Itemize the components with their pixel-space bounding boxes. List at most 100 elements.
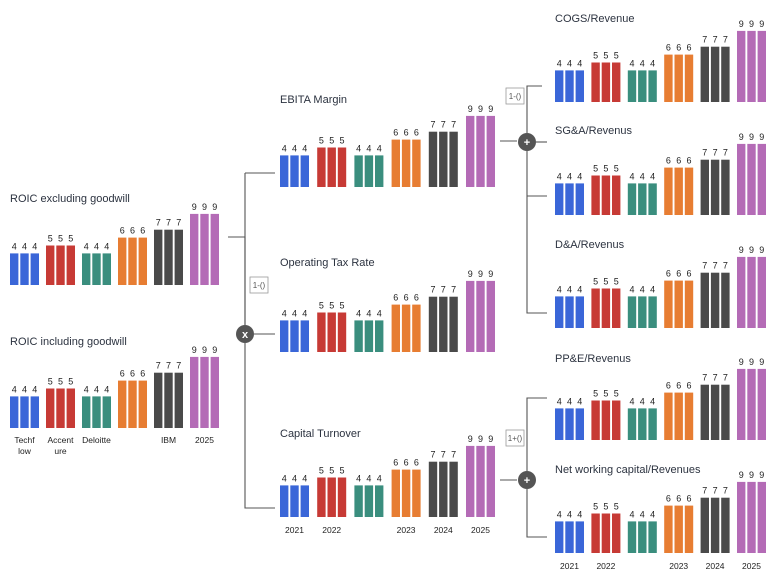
data-label: 9 bbox=[749, 245, 754, 255]
data-label: 5 bbox=[593, 277, 598, 287]
bar-1-2 bbox=[565, 408, 574, 440]
x-tick-label: 2021 bbox=[285, 525, 304, 535]
x-tick-label: Techf low bbox=[14, 435, 35, 456]
bar-5-1 bbox=[700, 384, 709, 440]
data-label: 4 bbox=[22, 384, 27, 394]
bar-5-1 bbox=[700, 497, 709, 553]
data-label: 5 bbox=[319, 301, 324, 311]
bar-4-2 bbox=[401, 304, 411, 352]
bar-2-2 bbox=[327, 312, 336, 352]
data-label: 7 bbox=[713, 35, 718, 45]
bar-6-1 bbox=[737, 143, 746, 215]
bar-4-1 bbox=[664, 167, 673, 215]
bar-5-3 bbox=[721, 497, 730, 553]
x-tick-label: 2021 bbox=[560, 561, 579, 571]
data-label: 6 bbox=[666, 494, 671, 504]
data-label: 4 bbox=[629, 509, 634, 519]
plus-operator-top: + bbox=[518, 133, 536, 151]
data-label: 4 bbox=[557, 509, 562, 519]
bar-5-1 bbox=[700, 272, 709, 328]
one-minus-operator-left: 1-() bbox=[249, 276, 269, 294]
data-label: 5 bbox=[48, 377, 53, 387]
bar-6-2 bbox=[747, 256, 756, 328]
data-label: 6 bbox=[130, 226, 135, 236]
bar-4-1 bbox=[391, 139, 400, 187]
data-label: 7 bbox=[723, 261, 728, 271]
bar-3-3 bbox=[375, 485, 384, 517]
x-tick-label: 2023 bbox=[669, 561, 688, 571]
bar-2-3 bbox=[337, 147, 347, 187]
bar-5-3 bbox=[174, 372, 183, 428]
bar-5-2 bbox=[710, 159, 720, 215]
data-label: 5 bbox=[593, 51, 598, 61]
bar-1-3 bbox=[30, 253, 39, 285]
data-label: 5 bbox=[329, 466, 334, 476]
data-label: 5 bbox=[603, 389, 608, 399]
data-label: 4 bbox=[629, 58, 634, 68]
data-label: 6 bbox=[666, 43, 671, 53]
data-label: 4 bbox=[577, 58, 582, 68]
bar-6-1 bbox=[737, 30, 746, 102]
connector-line bbox=[526, 151, 547, 314]
data-label: 9 bbox=[478, 269, 483, 279]
data-label: 6 bbox=[130, 369, 135, 379]
bar-1-1 bbox=[555, 183, 564, 215]
chart-title: D&A/Revenus bbox=[555, 239, 625, 251]
data-label: 4 bbox=[577, 509, 582, 519]
data-label: 7 bbox=[713, 261, 718, 271]
bar-5-2 bbox=[439, 131, 448, 187]
bar-5-3 bbox=[721, 272, 730, 328]
data-label: 7 bbox=[702, 261, 707, 271]
bar-1-3 bbox=[300, 485, 309, 517]
data-label: 5 bbox=[68, 377, 73, 387]
data-label: 6 bbox=[120, 226, 125, 236]
bar-4-2 bbox=[674, 167, 683, 215]
bar-1-1 bbox=[10, 253, 19, 285]
data-label: 7 bbox=[166, 361, 171, 371]
bar-6-1 bbox=[466, 445, 475, 517]
x-tick-label: 2022 bbox=[596, 561, 615, 571]
bar-1-2 bbox=[20, 253, 29, 285]
bar-2-2 bbox=[327, 477, 336, 517]
bar-1-1 bbox=[555, 408, 564, 440]
data-label: 5 bbox=[68, 234, 73, 244]
connector-line bbox=[228, 236, 246, 325]
bar-3-2 bbox=[638, 183, 647, 215]
data-label: 7 bbox=[430, 450, 435, 460]
data-label: 4 bbox=[650, 171, 655, 181]
data-label: 7 bbox=[723, 35, 728, 45]
bar-4-2 bbox=[401, 469, 411, 517]
data-label: 9 bbox=[739, 132, 744, 142]
bar-6-2 bbox=[747, 143, 756, 215]
data-label: 7 bbox=[176, 218, 181, 228]
data-label: 4 bbox=[302, 308, 307, 318]
one-plus-operator: 1+() bbox=[505, 429, 525, 447]
data-label: 4 bbox=[629, 396, 634, 406]
bar-3-1 bbox=[627, 183, 637, 215]
connector-line bbox=[244, 343, 275, 509]
data-label: 4 bbox=[567, 58, 572, 68]
chart-title: SG&A/Revenus bbox=[555, 125, 633, 137]
data-label: 4 bbox=[629, 171, 634, 181]
bar-3-1 bbox=[82, 396, 91, 428]
data-label: 4 bbox=[640, 509, 645, 519]
x-tick-label: Deloitte bbox=[82, 435, 111, 445]
bar-1-3 bbox=[300, 155, 309, 187]
data-label: 7 bbox=[713, 486, 718, 496]
bar-2-2 bbox=[601, 62, 611, 102]
bar-3-1 bbox=[627, 70, 637, 102]
data-label: 4 bbox=[12, 384, 17, 394]
data-label: 4 bbox=[366, 308, 371, 318]
bar-6-1 bbox=[190, 213, 199, 285]
data-label: 6 bbox=[140, 226, 145, 236]
bar-3-1 bbox=[354, 320, 363, 352]
operator-symbol: + bbox=[524, 475, 530, 487]
data-label: 9 bbox=[202, 202, 207, 212]
bar-6-1 bbox=[466, 115, 475, 187]
data-label: 5 bbox=[603, 164, 608, 174]
bar-3-2 bbox=[92, 253, 101, 285]
bar-3-2 bbox=[638, 70, 647, 102]
bar-2-2 bbox=[601, 513, 611, 553]
